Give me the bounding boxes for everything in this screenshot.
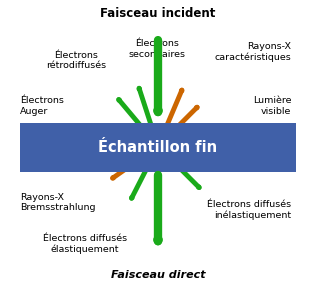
Text: Faisceau direct: Faisceau direct (111, 270, 205, 280)
Bar (20, 123, 296, 172)
Text: Faisceau incident: Faisceau incident (100, 7, 216, 20)
Text: Lumière
visible: Lumière visible (253, 96, 291, 116)
Text: Rayons-X
caractéristiques: Rayons-X caractéristiques (215, 42, 291, 62)
Text: Électrons diffusés
élastiquement: Électrons diffusés élastiquement (43, 234, 127, 254)
Text: Rayons-X
Bremsstrahlung: Rayons-X Bremsstrahlung (20, 193, 96, 212)
Text: Échantillon fin: Échantillon fin (99, 140, 217, 155)
Text: Électrons
secondaires: Électrons secondaires (128, 39, 185, 59)
Text: Électrons
Auger: Électrons Auger (20, 96, 64, 116)
Text: Électrons
rétrodiffusés: Électrons rétrodiffusés (46, 51, 106, 70)
Text: Électrons diffusés
inélastiquement: Électrons diffusés inélastiquement (207, 199, 291, 220)
